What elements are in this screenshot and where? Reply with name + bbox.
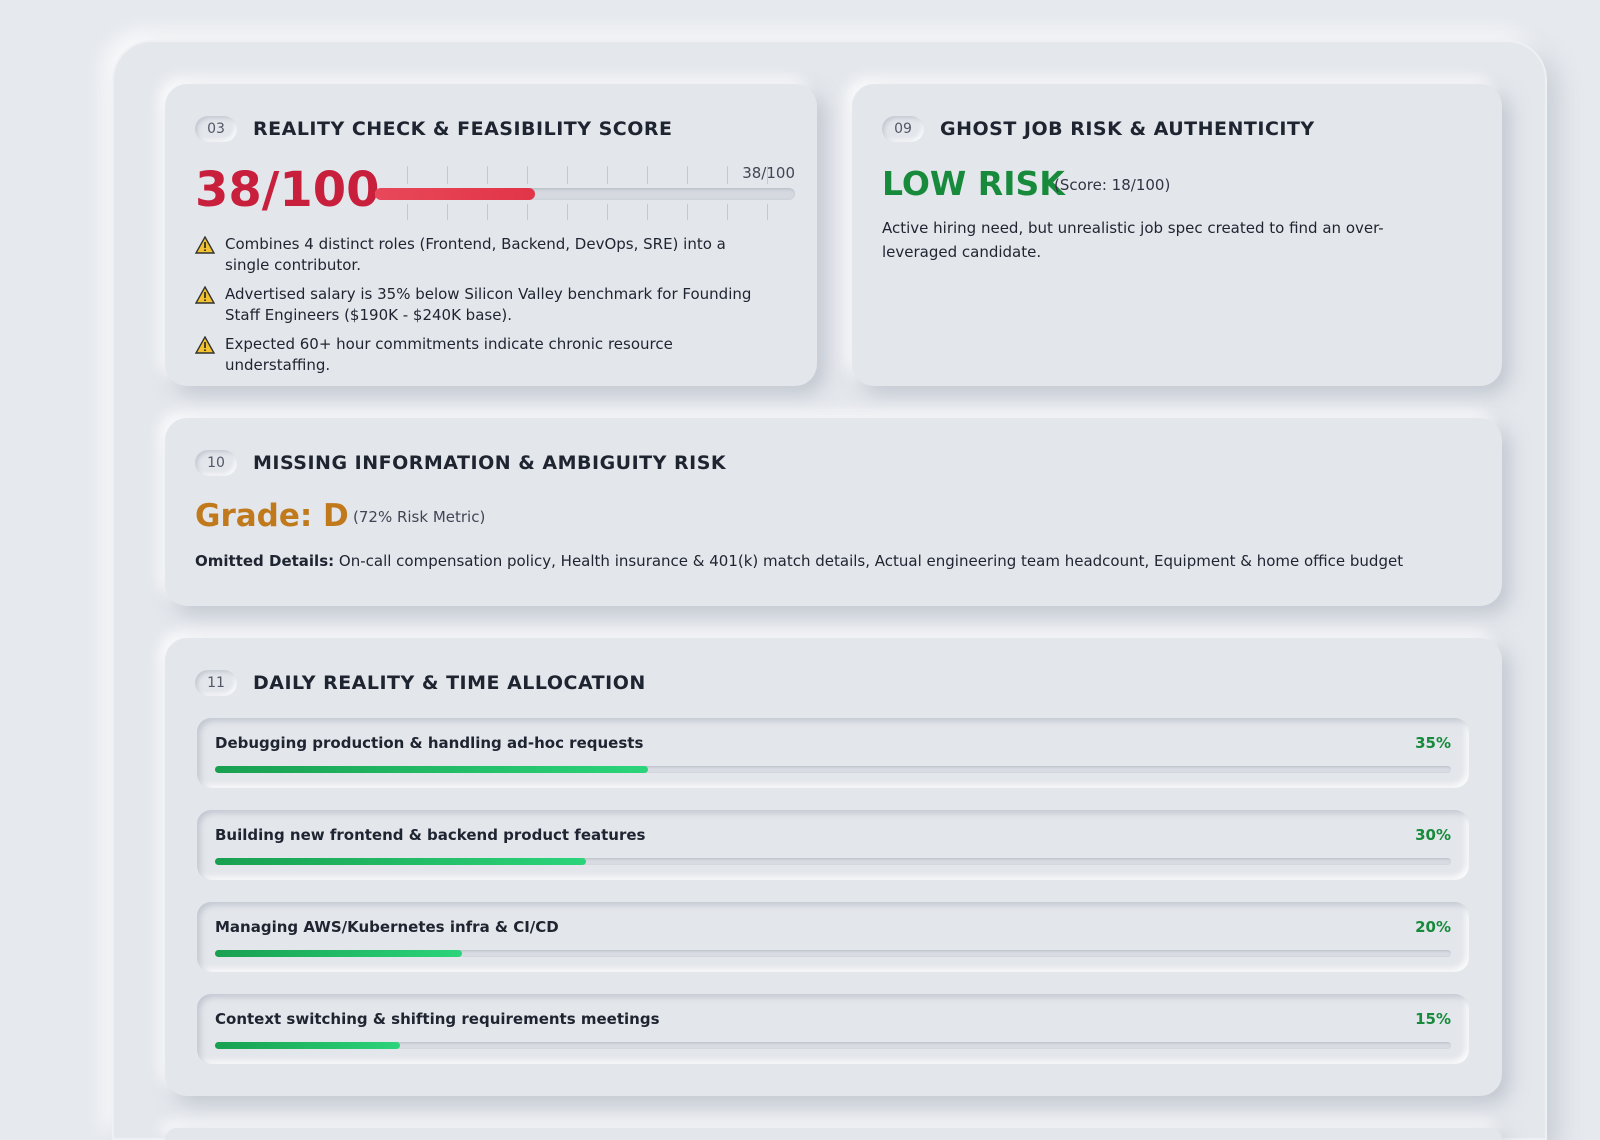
allocation-bar bbox=[215, 858, 586, 865]
task-label: Managing AWS/Kubernetes infra & CI/CD bbox=[215, 918, 559, 936]
allocation-bar bbox=[215, 766, 648, 773]
gauge-tick bbox=[727, 166, 728, 184]
badge: 10 bbox=[195, 450, 237, 476]
warning-text: Combines 4 distinct roles (Frontend, Bac… bbox=[225, 235, 726, 274]
risk-rating: LOW RISK bbox=[882, 164, 1065, 203]
daily-card: 11 DAILY REALITY & TIME ALLOCATION Debug… bbox=[165, 638, 1502, 1096]
warning-glyph bbox=[194, 285, 216, 304]
metric: (72% Risk Metric) bbox=[353, 508, 486, 526]
details-label: Omitted Details: bbox=[195, 552, 335, 570]
card-title: DAILY REALITY & TIME ALLOCATION bbox=[253, 672, 646, 694]
risk-score: (Score: 18/100) bbox=[1054, 176, 1171, 194]
allocation-row: Context switching & shifting requirement… bbox=[197, 994, 1469, 1064]
gauge-tick bbox=[607, 204, 608, 220]
warning-glyph bbox=[194, 235, 216, 254]
task-label: Building new frontend & backend product … bbox=[215, 826, 646, 844]
share-label: 30% bbox=[1415, 826, 1451, 844]
gauge: 38/100 bbox=[375, 164, 795, 220]
next-card bbox=[165, 1128, 1502, 1140]
gauge-label: 38/100 bbox=[742, 164, 795, 182]
details: On-call compensation policy, Health insu… bbox=[338, 552, 1404, 570]
gauge-fill bbox=[375, 188, 535, 200]
gauge-tick bbox=[407, 204, 408, 220]
gauge-tick bbox=[767, 204, 768, 220]
gauge-tick bbox=[487, 204, 488, 220]
gauge-tick bbox=[607, 166, 608, 184]
gauge-tick bbox=[647, 204, 648, 220]
missing-card: 10 MISSING INFORMATION & AMBIGUITY RISK … bbox=[165, 418, 1502, 606]
allocation-track bbox=[215, 1042, 1451, 1049]
gauge-track bbox=[375, 188, 795, 200]
warning-icon bbox=[194, 285, 216, 304]
warning-text: Expected 60+ hour commitments indicate c… bbox=[225, 335, 673, 374]
badge: 03 bbox=[195, 116, 237, 142]
allocation-bar bbox=[215, 950, 463, 957]
badge: 09 bbox=[882, 116, 924, 142]
details-line: Omitted Details: On-call compensation po… bbox=[195, 552, 1403, 570]
gauge-tick bbox=[527, 204, 528, 220]
gauge-tick bbox=[487, 166, 488, 184]
gauge-tick bbox=[447, 204, 448, 220]
warning-text: Advertised salary is 35% below Silicon V… bbox=[225, 285, 752, 324]
gauge-tick bbox=[527, 166, 528, 184]
reality-card: 03 REALITY CHECK & FEASIBILITY SCORE 38/… bbox=[165, 84, 817, 386]
allocation-row: Managing AWS/Kubernetes infra & CI/CD 20% bbox=[197, 902, 1469, 972]
warning-glyph bbox=[194, 335, 216, 354]
gauge-tick bbox=[647, 166, 648, 184]
allocation-track bbox=[215, 858, 1451, 865]
description: Active hiring need, but unrealistic job … bbox=[882, 219, 1384, 261]
share-label: 35% bbox=[1415, 734, 1451, 752]
gauge-tick bbox=[567, 166, 568, 184]
share-label: 15% bbox=[1415, 1010, 1451, 1028]
allocation-row: Building new frontend & backend product … bbox=[197, 810, 1469, 880]
task-label: Debugging production & handling ad-hoc r… bbox=[215, 734, 644, 752]
gauge-tick bbox=[447, 166, 448, 184]
gauge-tick bbox=[727, 204, 728, 220]
card-title: GHOST JOB RISK & AUTHENTICITY bbox=[940, 118, 1315, 140]
gauge-tick bbox=[407, 166, 408, 184]
allocation-row: Debugging production & handling ad-hoc r… bbox=[197, 718, 1469, 788]
gauge-tick bbox=[687, 166, 688, 184]
card-title: REALITY CHECK & FEASIBILITY SCORE bbox=[253, 118, 673, 140]
badge: 11 bbox=[195, 670, 237, 696]
grade: Grade: D bbox=[195, 498, 349, 534]
ghost-card: 09 GHOST JOB RISK & AUTHENTICITY LOW RIS… bbox=[852, 84, 1502, 386]
share-label: 20% bbox=[1415, 918, 1451, 936]
allocation-track bbox=[215, 950, 1451, 957]
warning-icon bbox=[194, 335, 216, 354]
gauge-tick bbox=[687, 204, 688, 220]
score: 38/100 bbox=[195, 162, 380, 218]
gauge-tick bbox=[567, 204, 568, 220]
gauge-tick bbox=[767, 166, 768, 184]
allocation-track bbox=[215, 766, 1451, 773]
allocation-bar bbox=[215, 1042, 401, 1049]
warning-icon bbox=[194, 235, 216, 254]
task-label: Context switching & shifting requirement… bbox=[215, 1010, 660, 1028]
card-title: MISSING INFORMATION & AMBIGUITY RISK bbox=[253, 452, 727, 474]
